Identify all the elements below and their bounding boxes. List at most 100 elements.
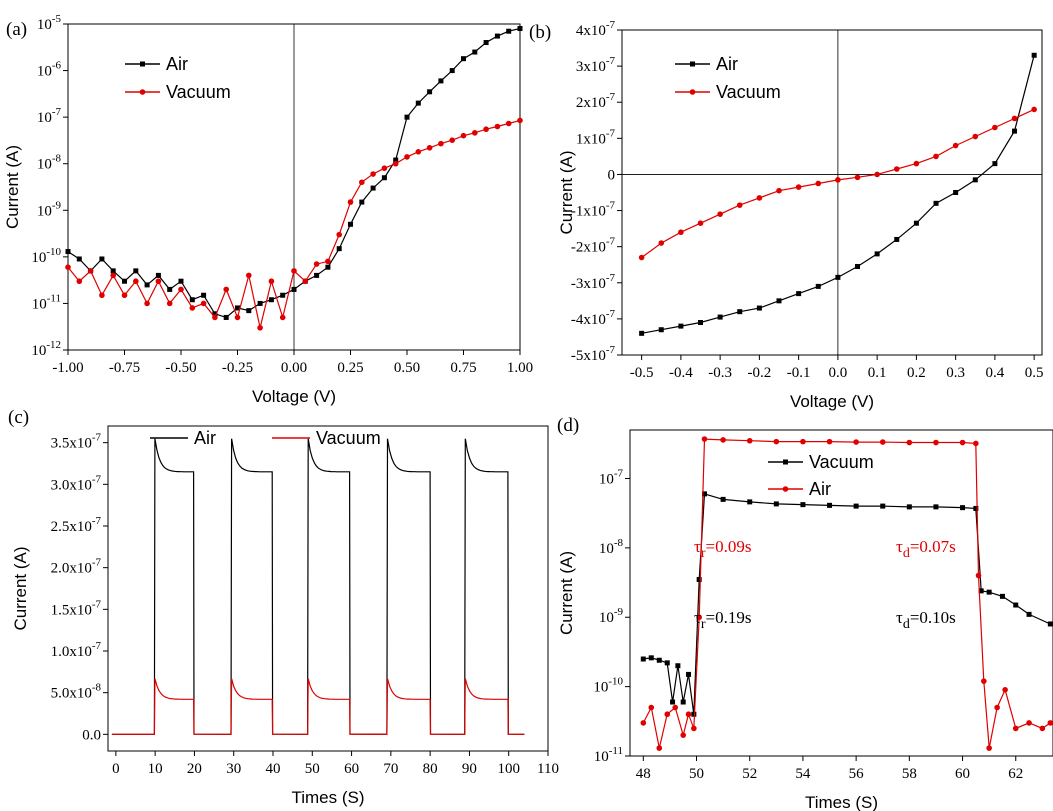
y-tick-label-exp: -7 (52, 106, 62, 118)
data-point-air (994, 704, 1000, 711)
legend-label-vacuum: Vacuum (166, 82, 231, 102)
data-point-air (110, 268, 116, 274)
y-tick-label-exp: -7 (606, 308, 616, 320)
y-tick-label: 0.0 (82, 727, 101, 743)
y-tick-label-exp: -7 (606, 200, 616, 212)
data-point-vacuum (381, 165, 388, 172)
data-point-air (972, 177, 978, 183)
data-point-vacuum (313, 261, 320, 267)
x-tick-label: -0.75 (109, 360, 140, 376)
data-point-vacuum (691, 711, 697, 717)
y-tick-label: 3.5x10-7 (51, 432, 102, 452)
legend-marker-vacuum (783, 459, 788, 465)
data-point-vacuum (854, 174, 861, 181)
x-tick-label: 60 (344, 761, 359, 777)
y-tick-label-exp: -12 (46, 339, 61, 351)
x-tick-label: -0.25 (222, 360, 253, 376)
x-axis-label: Voltage (V) (790, 392, 874, 411)
data-point-air (472, 49, 478, 55)
y-tick-label-exp: -7 (92, 473, 102, 485)
data-point-vacuum (87, 268, 94, 274)
data-point-air (280, 292, 286, 298)
data-point-vacuum (268, 278, 275, 285)
data-point-vacuum (223, 286, 229, 293)
y-tick-label: 10-5 (37, 13, 62, 33)
data-point-air (314, 272, 320, 278)
y-tick-label: 4x10-7 (576, 19, 616, 39)
data-point-vacuum (234, 314, 241, 321)
y-tick-label: 10-11 (594, 745, 623, 765)
y-tick-label: 10-10 (593, 676, 623, 696)
y-tick-label-base: 10 (37, 110, 52, 126)
x-tick-label: 1.00 (507, 360, 533, 376)
x-tick-label: 0.2 (907, 365, 926, 381)
data-point-air (235, 305, 240, 311)
data-point-air (933, 439, 939, 446)
data-point-vacuum (133, 278, 139, 285)
y-tick-label: 3x10-7 (576, 55, 616, 75)
y-tick-label: 2x10-7 (576, 91, 616, 111)
x-tick-label: 54 (795, 766, 811, 782)
tau-symbol: τ (896, 537, 903, 556)
tau-subscript: d (903, 617, 910, 632)
data-point-vacuum (325, 258, 331, 265)
y-tick-label-base: 2x10 (576, 95, 606, 111)
panel-label: (a) (6, 19, 27, 40)
data-point-air (815, 283, 821, 289)
y-tick-label-base: 10 (31, 343, 46, 359)
data-point-air (201, 292, 207, 298)
tau-symbol: τ (694, 537, 701, 556)
y-tick-label-base: 10 (594, 749, 609, 765)
data-point-vacuum (415, 149, 422, 155)
data-point-air (933, 200, 939, 206)
y-tick-label-exp: -11 (47, 292, 61, 304)
y-tick-label-base: 10 (37, 64, 52, 80)
data-point-vacuum (178, 286, 184, 293)
data-point-vacuum (1026, 611, 1032, 617)
data-point-air (746, 437, 753, 444)
data-point-vacuum (246, 272, 252, 279)
data-point-vacuum (973, 505, 979, 511)
y-tick-label-base: 3.5x10 (51, 436, 92, 452)
data-point-air (178, 278, 184, 284)
y-tick-label: 1.5x10-7 (51, 598, 102, 618)
data-point-air (65, 249, 71, 255)
data-point-vacuum (483, 126, 489, 133)
data-point-air (1031, 52, 1037, 58)
data-point-vacuum (913, 160, 920, 167)
data-point-vacuum (347, 199, 354, 205)
y-tick-label-exp: -10 (608, 676, 623, 688)
data-point-air (381, 175, 387, 181)
data-point-air (874, 251, 880, 257)
y-axis-label: Current (A) (11, 546, 30, 630)
data-point-vacuum (933, 504, 939, 510)
x-tick-label: 10 (148, 761, 163, 777)
series-line-vacuum (643, 493, 1051, 715)
tau-subscript: d (903, 546, 910, 561)
tau-symbol: τ (694, 608, 701, 627)
data-point-vacuum (279, 314, 286, 321)
data-point-air (393, 157, 399, 163)
data-point-vacuum (835, 177, 841, 183)
data-point-vacuum (686, 671, 692, 677)
data-point-air (737, 309, 743, 315)
data-point-air (959, 439, 966, 446)
chart-panel-3: (d)48 50 52 54 56 58 60 6210-1110-1010-910-810-… (557, 415, 1053, 811)
y-tick-label-exp: -7 (614, 467, 624, 479)
data-point-vacuum (720, 496, 726, 502)
plot-frame (621, 29, 1043, 356)
data-point-air (325, 264, 331, 270)
y-tick-label-base: 10 (599, 541, 614, 557)
data-point-air (167, 286, 173, 292)
data-point-air (640, 720, 647, 726)
x-tick-label: 80 (423, 761, 438, 777)
y-tick-label-exp: -7 (606, 236, 616, 248)
data-point-air (696, 614, 702, 621)
data-point-vacuum (189, 305, 196, 311)
y-tick-label-exp: -10 (46, 246, 61, 258)
x-tick-label: 0.3 (946, 365, 965, 381)
legend-marker-vacuum (139, 89, 146, 95)
data-point-air (685, 711, 692, 718)
x-axis-label: Voltage (V) (252, 387, 336, 406)
data-point-vacuum (773, 501, 779, 507)
